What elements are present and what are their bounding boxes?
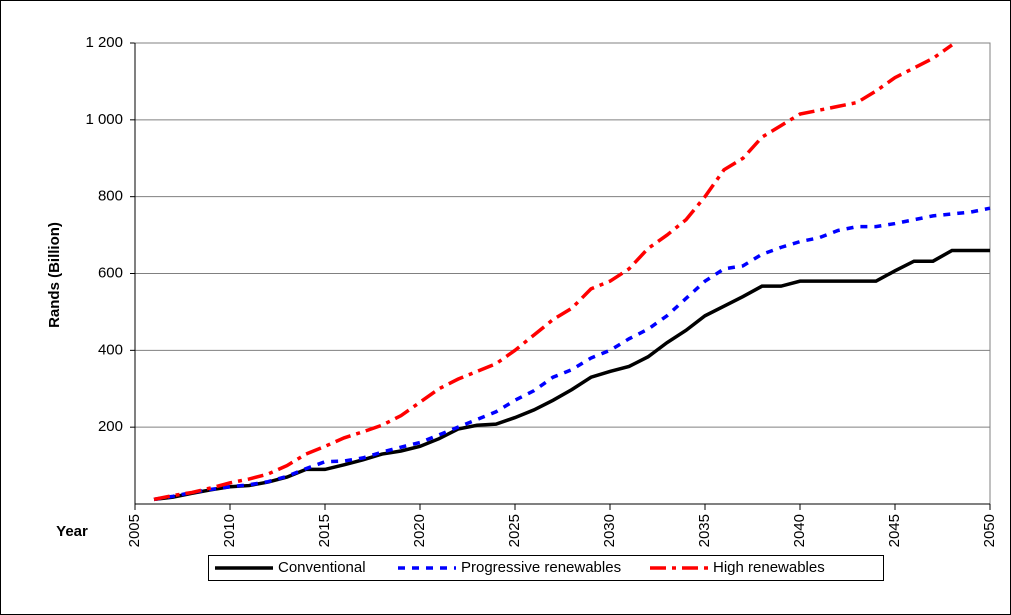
x-tick-label: 2005 xyxy=(126,514,143,547)
x-tick-label: 2040 xyxy=(791,514,808,547)
series-line xyxy=(153,206,991,502)
legend-label: Progressive renewables xyxy=(461,559,621,576)
y-tick-label: 800 xyxy=(98,188,123,205)
x-tick-label: 2035 xyxy=(696,514,713,547)
x-tick-label: 2030 xyxy=(601,514,618,547)
y-axis-label: Rands (Billion) xyxy=(46,222,63,328)
x-tick-label: 2020 xyxy=(411,514,428,547)
y-tick-label: 200 xyxy=(98,418,123,435)
x-tick-label: 2045 xyxy=(886,514,903,547)
y-tick-label: 600 xyxy=(98,264,123,281)
x-tick-label: 2050 xyxy=(981,514,998,547)
x-axis-label: Year xyxy=(56,523,88,540)
legend-label: Conventional xyxy=(278,559,366,576)
legend-label: High renewables xyxy=(713,559,825,576)
series-line xyxy=(153,43,954,502)
x-tick-label: 2025 xyxy=(506,514,523,547)
y-tick-label: 1 000 xyxy=(85,111,123,128)
x-tick-label: 2015 xyxy=(316,514,333,547)
x-tick-label: 2010 xyxy=(221,514,238,547)
y-tick-label: 400 xyxy=(98,341,123,358)
legend xyxy=(208,555,884,581)
y-tick-label: 1 200 xyxy=(85,34,123,51)
